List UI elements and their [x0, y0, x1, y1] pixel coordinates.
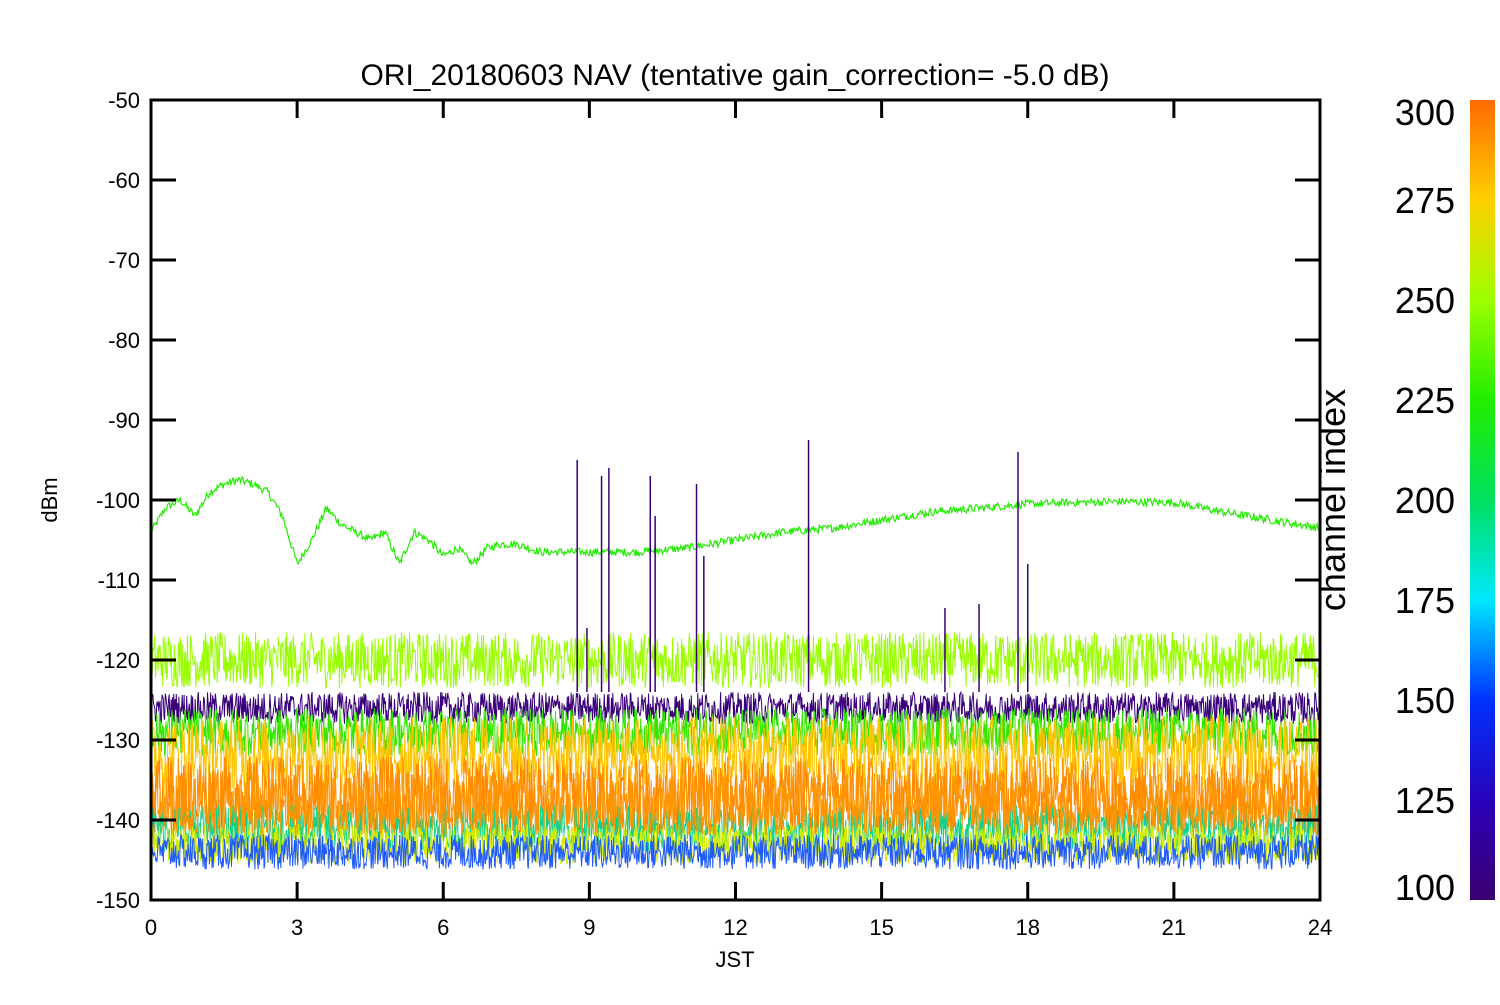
y-tick-label: -80	[108, 328, 140, 353]
x-tick-label: 15	[869, 915, 893, 940]
colorbar-tick-label: 275	[1395, 180, 1455, 221]
x-tick-label: 24	[1308, 915, 1332, 940]
colorbar-tick-label: 150	[1395, 680, 1455, 721]
x-tick-label: 0	[145, 915, 157, 940]
y-tick-label: -60	[108, 168, 140, 193]
y-axis-label: dBm	[37, 477, 62, 522]
x-tick-label: 18	[1016, 915, 1040, 940]
x-tick-label: 9	[583, 915, 595, 940]
x-tick-label: 12	[723, 915, 747, 940]
colorbar-tick-label: 175	[1395, 580, 1455, 621]
y-tick-label: -150	[96, 888, 140, 913]
colorbar-tick-label: 125	[1395, 780, 1455, 821]
series-line-ch230	[151, 475, 1320, 566]
y-tick-label: -130	[96, 728, 140, 753]
series-band-ch292	[151, 771, 1320, 837]
y-tick-label: -100	[96, 488, 140, 513]
plot-data	[151, 440, 1320, 870]
y-tick-label: -140	[96, 808, 140, 833]
colorbar-tick-label: 250	[1395, 280, 1455, 321]
colorbar-tick-label: 300	[1395, 92, 1455, 133]
colorbar-label: channel index	[1312, 389, 1353, 611]
colorbar-tick-label: 100	[1395, 867, 1455, 908]
x-tick-label: 21	[1162, 915, 1186, 940]
y-tick-label: -120	[96, 648, 140, 673]
colorbar-ticks: 100 125 150 175 200 225 250 275 300	[1395, 92, 1455, 908]
chart-title: ORI_20180603 NAV (tentative gain_correct…	[360, 59, 1109, 92]
series-band-ch255	[151, 631, 1320, 690]
x-tick-label: 6	[437, 915, 449, 940]
colorbar-tick-label: 200	[1395, 480, 1455, 521]
x-tick-label: 3	[291, 915, 303, 940]
y-axis: -50 -60 -70 -80 -90 -100 -110 -120 -130 -140 -150	[96, 88, 1320, 913]
x-axis-label: JST	[715, 947, 754, 972]
series-band-ch140	[151, 832, 1320, 870]
y-tick-label: -50	[108, 88, 140, 113]
y-tick-label: -90	[108, 408, 140, 433]
y-tick-label: -70	[108, 248, 140, 273]
colorbar-tick-label: 225	[1395, 380, 1455, 421]
colorbar	[1470, 100, 1495, 900]
x-axis: 0 3 6 9 12 15 18 21 24	[145, 100, 1332, 940]
y-tick-label: -110	[98, 568, 140, 593]
